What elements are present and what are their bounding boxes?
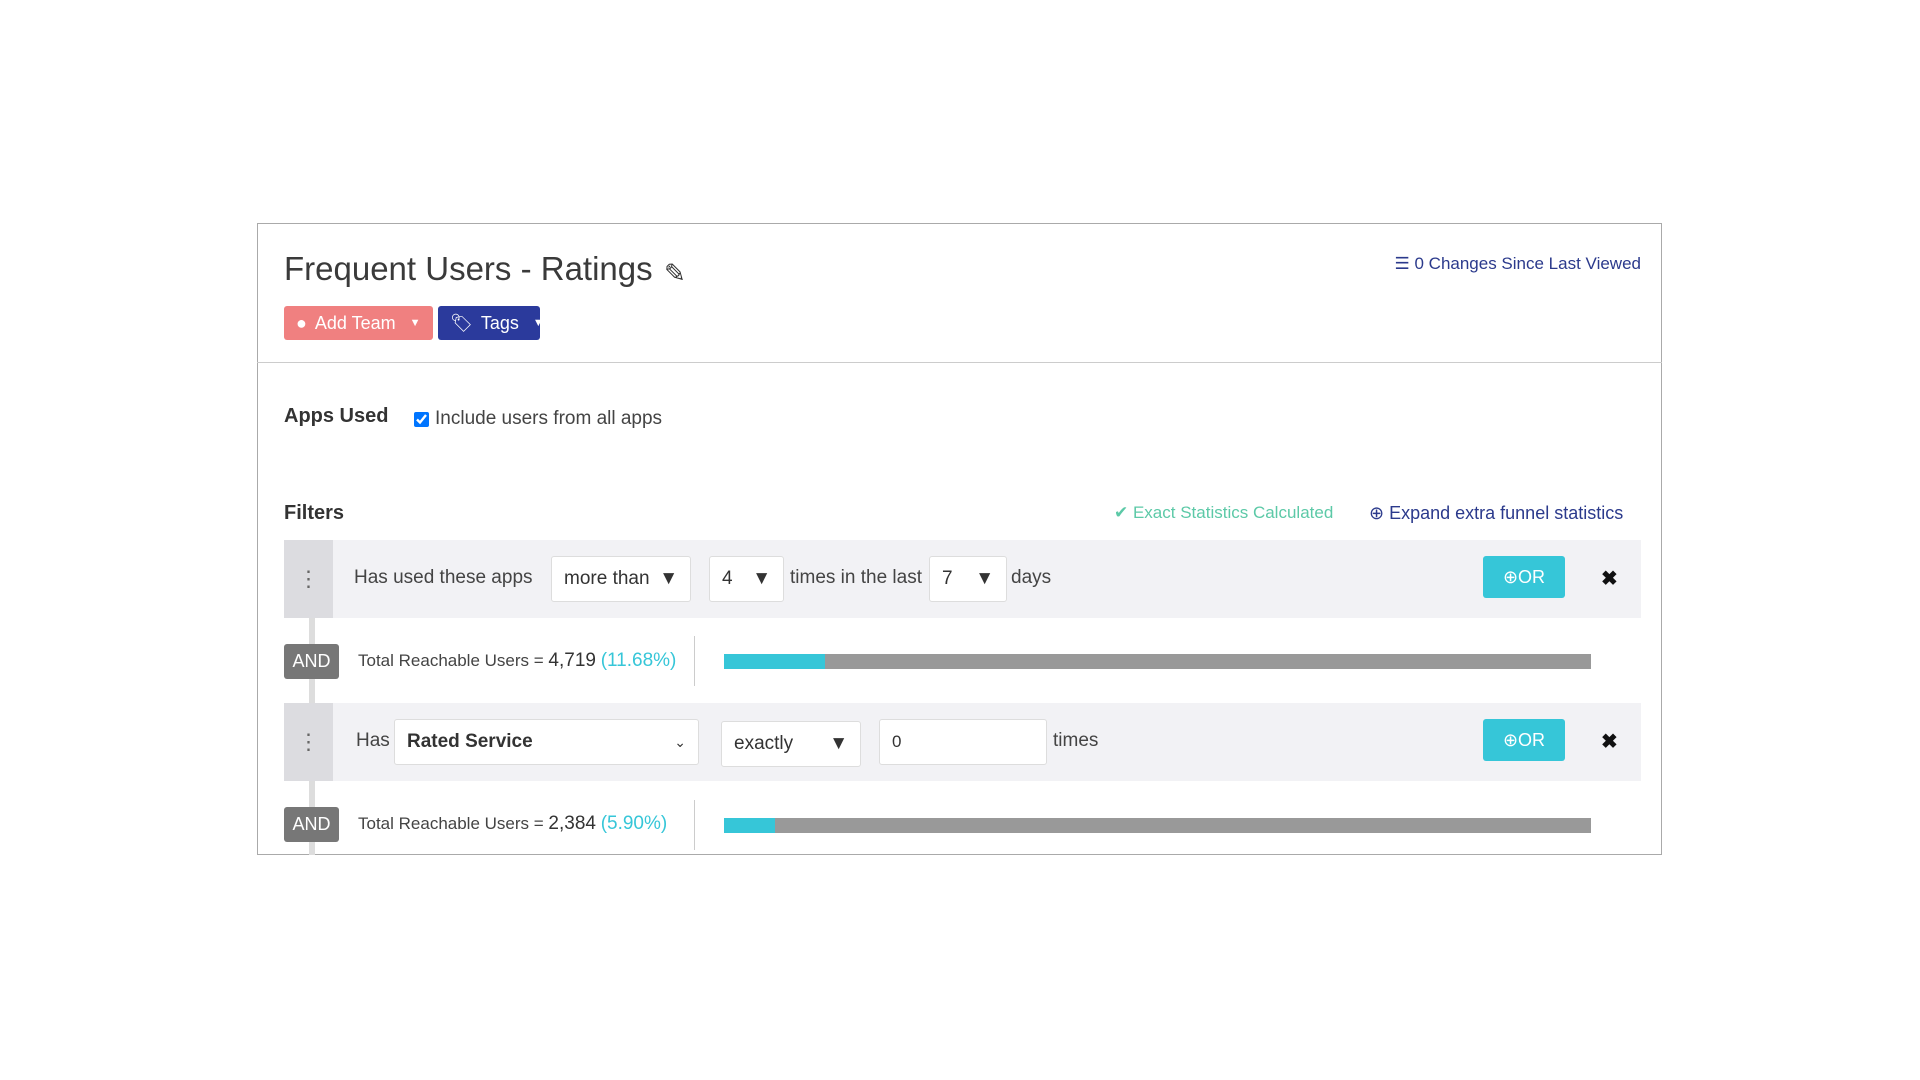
tags-button[interactable]: 🏷 Tags ▼: [438, 306, 544, 340]
reach-bar: [724, 654, 1591, 669]
header-divider: [257, 362, 1662, 363]
caret-down-icon: ▼: [975, 568, 994, 589]
and-badge: AND: [284, 807, 339, 842]
drag-handle-icon[interactable]: ⋮: [284, 703, 333, 781]
or-button[interactable]: ⊕ OR: [1483, 556, 1565, 598]
total-percent: (5.90%): [600, 813, 668, 834]
filters-label: Filters: [284, 502, 345, 524]
event-value: Rated Service: [407, 731, 533, 752]
reach-bar-fill: [724, 654, 826, 669]
tags-label: Tags: [480, 312, 519, 333]
total-count: 2,384: [548, 813, 596, 834]
globe-icon: ●: [296, 312, 307, 333]
comparator-value: exactly: [734, 733, 794, 754]
filter-mid-text: times in the last: [790, 567, 922, 588]
event-select[interactable]: Rated Service ⌄: [394, 719, 699, 765]
remove-filter-icon[interactable]: ✖: [1601, 568, 1618, 590]
add-team-label: Add Team: [314, 312, 396, 333]
period-value: 7: [942, 568, 953, 589]
comparator-select[interactable]: exactly ▼: [721, 721, 861, 767]
changes-label: 0 Changes Since Last Viewed: [1414, 254, 1641, 273]
comparator-value: more than: [564, 568, 650, 589]
total-label: Total Reachable Users =: [358, 651, 549, 670]
exact-label: Exact Statistics Calculated: [1132, 503, 1334, 522]
count-value: 4: [722, 568, 733, 589]
count-input[interactable]: [879, 719, 1047, 765]
and-badge: AND: [284, 644, 339, 679]
plus-circle-icon: ⊕: [1369, 503, 1390, 523]
or-label: OR: [1518, 729, 1546, 750]
caret-down-icon: ▼: [409, 317, 421, 329]
period-select[interactable]: 7 ▼: [929, 556, 1007, 602]
or-button[interactable]: ⊕ OR: [1483, 719, 1565, 761]
plus-circle-icon: ⊕: [1502, 729, 1519, 750]
remove-filter-icon[interactable]: ✖: [1601, 731, 1618, 753]
total-count: 4,719: [548, 650, 596, 671]
comparator-select[interactable]: more than ▼: [551, 556, 691, 602]
filter-suffix: times: [1053, 730, 1099, 751]
reach-bar-fill: [724, 818, 776, 833]
filter-prefix: Has: [356, 730, 390, 751]
total-reachable: Total Reachable Users = 2,384 (5.90%): [358, 813, 667, 835]
exact-statistics-status: ✔ Exact Statistics Calculated: [1114, 503, 1333, 523]
include-all-apps-checkbox[interactable]: Include users from all apps: [414, 408, 662, 430]
expand-funnel-link[interactable]: ⊕ Expand extra funnel statistics: [1369, 503, 1623, 524]
total-label: Total Reachable Users =: [358, 814, 549, 833]
caret-down-icon: ▼: [752, 568, 771, 589]
edit-pencil-icon[interactable]: ✎: [664, 258, 686, 288]
total-percent: (11.68%): [600, 650, 677, 671]
checkbox[interactable]: [414, 411, 429, 427]
caret-down-icon: ▼: [532, 317, 544, 329]
list-icon: ☰: [1394, 254, 1415, 273]
tag-icon: 🏷: [450, 312, 473, 333]
filter-prefix: Has used these apps: [354, 567, 533, 588]
filter-row: ⋮ Has used these apps more than ▼ 4 ▼ time…: [284, 540, 1641, 618]
filter-row: ⋮ Has Rated Service ⌄ exactly ▼ times ⊕ OR…: [284, 703, 1641, 781]
filter-suffix: days: [1011, 567, 1052, 588]
expand-label: Expand extra funnel statistics: [1389, 503, 1624, 523]
checkbox-label: Include users from all apps: [435, 408, 663, 429]
plus-circle-icon: ⊕: [1502, 566, 1519, 587]
divider: [694, 800, 695, 850]
count-select[interactable]: 4 ▼: [709, 556, 784, 602]
add-team-button[interactable]: ● Add Team ▼: [284, 306, 433, 340]
apps-used-label: Apps Used: [284, 405, 389, 427]
page-title: Frequent Users - Ratings: [284, 250, 653, 287]
drag-handle-icon[interactable]: ⋮: [284, 540, 333, 618]
caret-down-icon: ▼: [659, 568, 678, 589]
check-icon: ✔: [1114, 503, 1133, 522]
total-reachable: Total Reachable Users = 4,719 (11.68%): [358, 650, 676, 672]
chevron-down-icon: ⌄: [674, 733, 686, 750]
or-label: OR: [1518, 566, 1546, 587]
divider: [694, 636, 695, 686]
reach-bar: [724, 818, 1591, 833]
changes-link[interactable]: ☰ 0 Changes Since Last Viewed: [1395, 254, 1641, 274]
caret-down-icon: ▼: [829, 733, 848, 754]
